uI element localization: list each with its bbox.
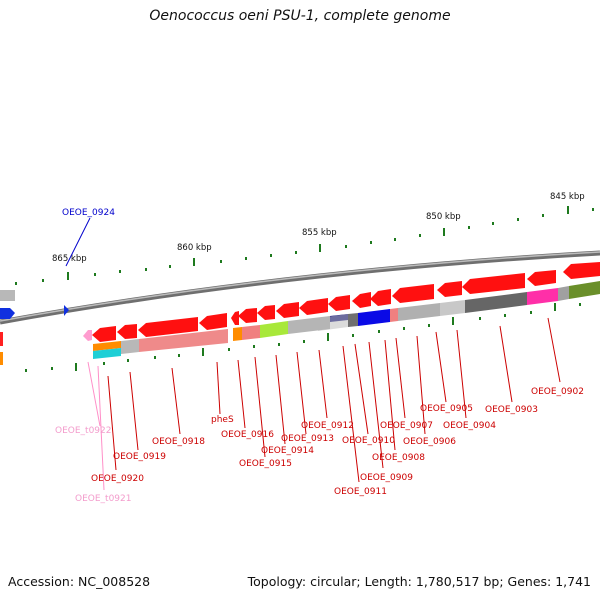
cds-top-17[interactable] [92, 326, 116, 342]
label-oeoe-0914[interactable]: OEOE_0914 [261, 446, 314, 456]
label-oeoe-0907[interactable]: OEOE_0907 [380, 421, 433, 431]
label-oeoe-0913[interactable]: OEOE_0913 [281, 434, 334, 444]
band-lime[interactable] [260, 321, 288, 338]
cds-top-8[interactable] [328, 295, 350, 311]
cds-top-12[interactable] [238, 308, 257, 323]
cds-top-16[interactable] [117, 324, 137, 339]
feature-grey-left-top[interactable] [0, 290, 15, 301]
feature-blue-arrow-left[interactable] [0, 308, 15, 319]
cds-top-9[interactable] [299, 298, 328, 315]
band-salmon-a[interactable] [242, 325, 260, 340]
cds-top-6[interactable] [370, 289, 391, 306]
band-blue[interactable] [358, 309, 390, 326]
band-pink-small[interactable] [390, 308, 398, 322]
label-phes[interactable]: pheS [211, 415, 234, 425]
band-salmon-long[interactable] [139, 329, 228, 352]
feature-blue-arrow-small[interactable] [64, 305, 69, 316]
label-oeoe-0912[interactable]: OEOE_0912 [301, 421, 354, 431]
ruler-label-845: 845 kbp [550, 192, 585, 202]
band-cyan-left[interactable] [93, 348, 121, 359]
cds-top-4[interactable] [437, 281, 462, 297]
label-oeoe-0911[interactable]: OEOE_0911 [334, 487, 387, 497]
band-grey-edge-left[interactable] [0, 332, 3, 346]
ruler-label-850: 850 kbp [426, 212, 461, 222]
label-oeoe-0902[interactable]: OEOE_0902 [531, 387, 584, 397]
label-oeoe-0905[interactable]: OEOE_0905 [420, 404, 473, 414]
cds-top-13[interactable] [231, 311, 239, 325]
band-dark-grey[interactable] [465, 292, 527, 313]
cds-top-7[interactable] [352, 292, 371, 308]
map-title: Oenococcus oeni PSU-1, complete genome [149, 8, 451, 24]
label-oeoe-0904[interactable]: OEOE_0904 [443, 421, 496, 431]
band-light-grey[interactable] [440, 300, 465, 316]
cds-top-11[interactable] [257, 305, 275, 320]
cds-top-5[interactable] [392, 284, 434, 303]
leader-lines [65, 217, 561, 491]
label-oeoe-t0922[interactable]: OEOE_t0922 [55, 426, 111, 436]
band-grey-mid[interactable] [398, 303, 440, 321]
ruler-inner-ticks [25, 303, 581, 372]
label-oeoe-0918[interactable]: OEOE_0918 [152, 437, 205, 447]
genome-backbone-highlight [0, 251, 600, 322]
label-oeoe-0916[interactable]: OEOE_0916 [221, 430, 274, 440]
lower-strand-features [0, 281, 600, 365]
band-grey-dark-small[interactable] [348, 313, 358, 327]
genome-backbone [0, 250, 600, 325]
cds-top-3[interactable] [462, 273, 525, 294]
label-oeoe-0924[interactable]: OEOE_0924 [62, 208, 115, 218]
cds-top-1[interactable] [563, 262, 600, 279]
label-oeoe-0915[interactable]: OEOE_0915 [239, 459, 292, 469]
trna-top-pink[interactable] [83, 330, 92, 341]
band-magenta[interactable] [527, 288, 558, 305]
label-oeoe-0910[interactable]: OEOE_0910 [342, 436, 395, 446]
band-olive[interactable] [569, 281, 600, 299]
band-grey-2[interactable] [558, 286, 569, 301]
band-grey-left[interactable] [121, 339, 139, 354]
cds-top-10[interactable] [276, 302, 299, 318]
label-oeoe-t0921[interactable]: OEOE_t0921 [75, 494, 131, 504]
ruler-outer-ticks [15, 206, 594, 285]
band-grey-long[interactable] [288, 316, 330, 334]
accession-text: Accession: NC_008528 [8, 574, 151, 589]
band-orange-left[interactable] [93, 341, 121, 351]
label-oeoe-0919[interactable]: OEOE_0919 [113, 452, 166, 462]
band-orange-edge-left[interactable] [0, 352, 3, 365]
band-orange-small[interactable] [233, 327, 242, 341]
ruler-label-855: 855 kbp [302, 228, 337, 238]
label-oeoe-0908[interactable]: OEOE_0908 [372, 453, 425, 463]
ruler-label-860: 860 kbp [177, 243, 212, 253]
genome-summary-text: Topology: circular; Length: 1,780,517 bp… [247, 574, 591, 589]
cds-top-2[interactable] [527, 270, 556, 286]
cds-top-14[interactable] [199, 313, 227, 330]
label-oeoe-0920[interactable]: OEOE_0920 [91, 474, 144, 484]
label-oeoe-0906[interactable]: OEOE_0906 [403, 437, 456, 447]
label-oeoe-0909[interactable]: OEOE_0909 [360, 473, 413, 483]
top-strand-cds [83, 262, 600, 342]
cds-top-15[interactable] [138, 317, 198, 337]
label-oeoe-0903[interactable]: OEOE_0903 [485, 405, 538, 415]
